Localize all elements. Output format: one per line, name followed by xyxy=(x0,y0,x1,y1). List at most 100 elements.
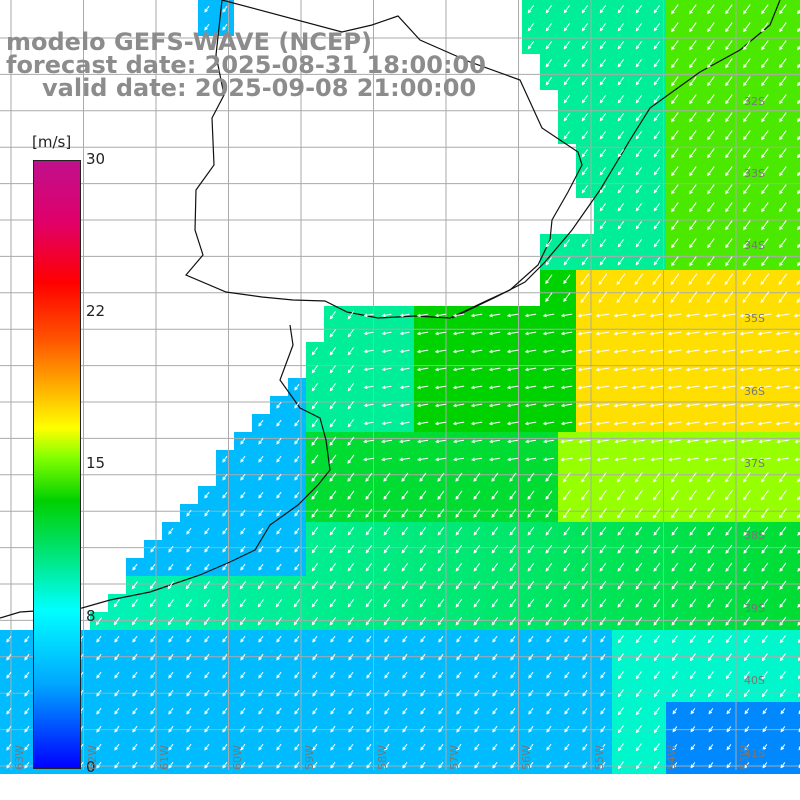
wind-arrow xyxy=(221,581,229,590)
wind-arrow xyxy=(384,707,390,715)
wind-arrow xyxy=(581,95,589,104)
wind-arrow xyxy=(613,403,628,408)
wind-arrow xyxy=(6,743,12,751)
wind-arrow xyxy=(739,331,754,336)
wind-arrow xyxy=(797,693,800,698)
wind-arrow xyxy=(132,725,138,733)
wind-arrow xyxy=(545,23,553,32)
wind-arrow xyxy=(222,509,228,517)
wind-arrow xyxy=(743,112,751,123)
wind-arrow xyxy=(113,599,120,608)
wind-arrow xyxy=(617,257,625,266)
wind-arrow xyxy=(363,367,374,372)
wind-arrow xyxy=(545,490,553,500)
wind-arrow xyxy=(689,76,697,87)
wind-arrow xyxy=(24,725,30,733)
wind-arrow xyxy=(399,457,411,462)
wind-arrow xyxy=(779,76,787,87)
wind-arrow xyxy=(383,580,391,590)
wind-arrow xyxy=(581,131,589,140)
wind-arrow xyxy=(613,349,628,354)
wind-arrow xyxy=(434,385,447,390)
wind-cell xyxy=(792,252,800,270)
wind-arrow xyxy=(416,385,429,390)
wind-arrow xyxy=(761,544,769,554)
wind-arrow xyxy=(491,526,499,536)
wind-arrow xyxy=(631,349,646,354)
wind-arrow xyxy=(168,743,174,751)
wind-arrow xyxy=(632,457,645,462)
wind-arrow xyxy=(473,544,481,554)
wind-arrow xyxy=(545,41,553,50)
wind-arrow xyxy=(726,708,732,715)
wind-arrow xyxy=(671,580,679,590)
wind-arrow xyxy=(384,653,390,661)
wind-arrow xyxy=(582,689,588,697)
wind-arrow xyxy=(455,616,463,626)
wind-arrow xyxy=(725,490,733,501)
wind-arrow xyxy=(761,562,769,572)
wind-arrow xyxy=(131,599,138,608)
wind-arrow xyxy=(434,367,447,372)
lon-label: 56W xyxy=(520,745,533,770)
wind-arrow xyxy=(24,761,30,769)
wind-arrow xyxy=(667,385,682,390)
wind-arrow xyxy=(294,635,300,643)
wind-arrow xyxy=(96,707,102,715)
wind-arrow xyxy=(204,5,210,13)
wind-arrow xyxy=(527,598,535,608)
wind-arrow xyxy=(470,385,483,390)
wind-arrow xyxy=(743,635,750,644)
wind-arrow xyxy=(743,653,750,662)
wind-arrow xyxy=(761,184,769,195)
wind-arrow xyxy=(581,598,589,608)
wind-arrow xyxy=(743,689,750,698)
wind-arrow xyxy=(689,238,697,249)
wind-arrow xyxy=(653,59,661,68)
wind-arrow xyxy=(383,526,391,536)
wind-arrow xyxy=(347,545,355,554)
wind-arrow xyxy=(761,490,769,501)
wind-arrow xyxy=(600,707,606,715)
wind-arrow xyxy=(204,743,210,751)
wind-arrow xyxy=(258,473,264,481)
wind-arrow xyxy=(580,291,590,304)
wind-arrow xyxy=(563,239,571,248)
wind-arrow xyxy=(779,40,787,51)
wind-arrow xyxy=(707,671,714,680)
wind-arrow xyxy=(416,349,429,354)
wind-arrow xyxy=(743,544,751,554)
wind-arrow xyxy=(473,580,481,590)
wind-arrow xyxy=(599,221,607,230)
wind-arrow xyxy=(760,291,770,304)
wind-arrow xyxy=(258,545,264,553)
wind-arrow xyxy=(563,580,571,590)
wind-arrow xyxy=(311,545,319,554)
wind-arrow xyxy=(399,349,410,354)
wind-arrow xyxy=(474,689,480,697)
wind-arrow xyxy=(402,689,408,697)
wind-arrow xyxy=(240,707,246,715)
wind-arrow xyxy=(186,725,192,733)
wind-arrow xyxy=(293,617,301,626)
lat-label: 36S xyxy=(744,385,765,398)
wind-arrow xyxy=(366,653,372,661)
wind-arrow xyxy=(276,707,282,715)
wind-arrow xyxy=(452,313,465,318)
wind-arrow xyxy=(582,653,588,661)
wind-arrow xyxy=(437,580,445,590)
wind-arrow xyxy=(581,616,589,626)
wind-arrow xyxy=(114,743,120,751)
wind-arrow xyxy=(689,508,697,519)
wind-arrow xyxy=(96,671,102,679)
wind-arrow xyxy=(311,617,319,626)
wind-arrow xyxy=(186,635,192,643)
wind-arrow xyxy=(276,455,282,463)
wind-arrow xyxy=(492,689,498,697)
wind-cell xyxy=(792,54,800,72)
wind-arrow xyxy=(617,185,625,194)
wind-arrow xyxy=(725,40,733,51)
wind-arrow xyxy=(689,94,697,105)
wind-arrow xyxy=(779,562,787,572)
